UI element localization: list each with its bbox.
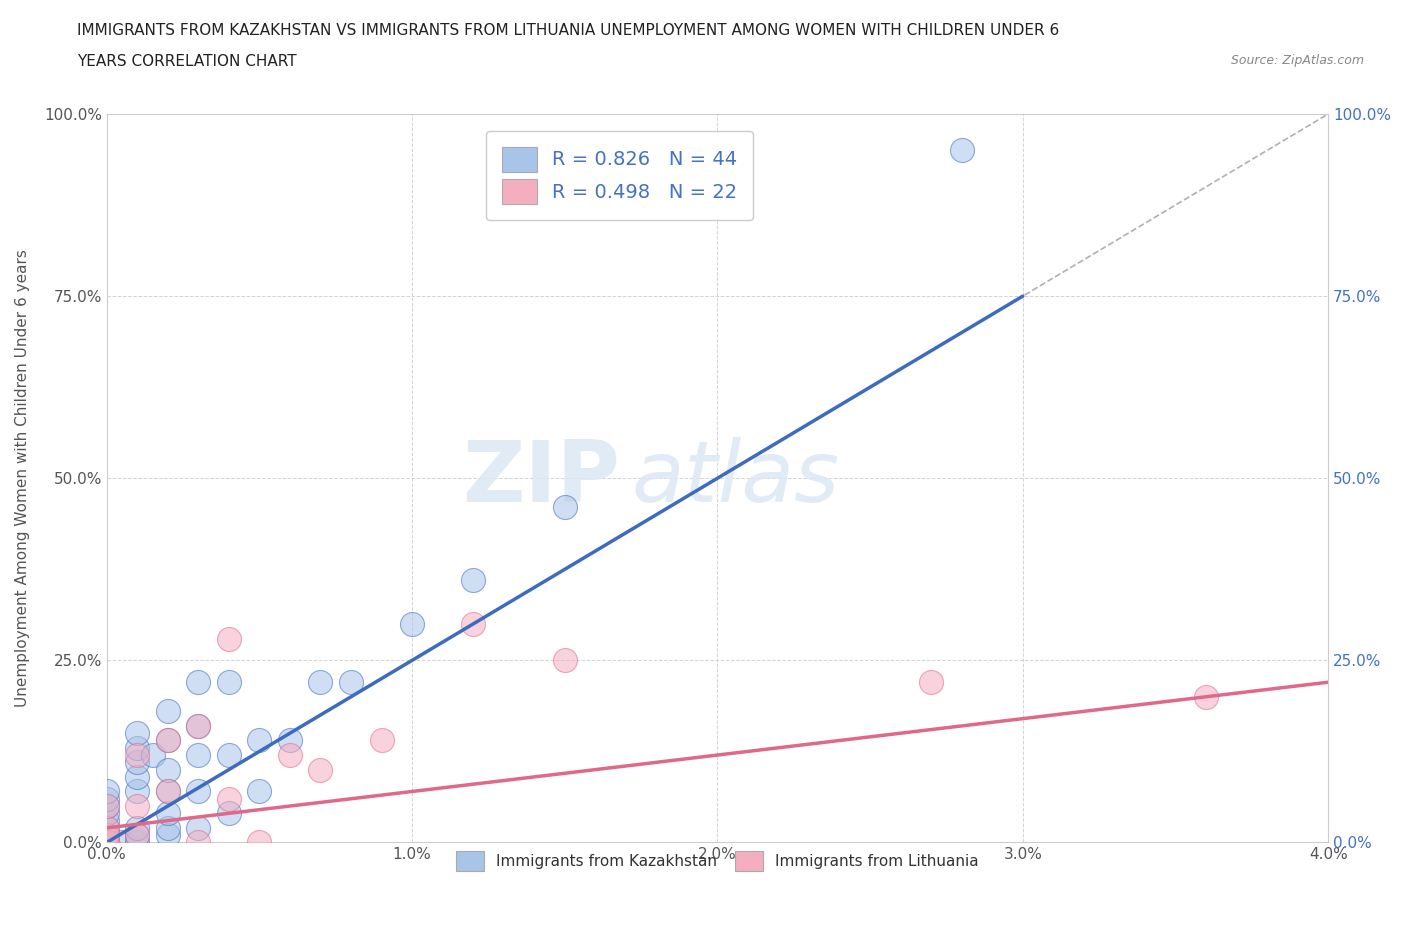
Text: IMMIGRANTS FROM KAZAKHSTAN VS IMMIGRANTS FROM LITHUANIA UNEMPLOYMENT AMONG WOMEN: IMMIGRANTS FROM KAZAKHSTAN VS IMMIGRANTS… (77, 23, 1060, 38)
Point (1195, 689, 1218, 704)
Point (950, 143, 973, 158)
Y-axis label: Unemployment Among Women with Children Under 6 years: Unemployment Among Women with Children U… (15, 249, 30, 707)
Point (127, 828, 149, 843)
Point (187, 719, 209, 734)
Point (127, 725, 149, 740)
Point (249, 784, 271, 799)
Point (218, 675, 240, 690)
Point (111, 835, 134, 850)
Point (554, 653, 576, 668)
Point (340, 675, 363, 690)
Point (156, 784, 179, 799)
Point (96, 835, 118, 850)
Point (127, 835, 149, 850)
Point (96, 820, 118, 835)
Point (218, 631, 240, 646)
Point (96, 835, 118, 850)
Point (156, 784, 179, 799)
Point (187, 820, 209, 835)
Point (309, 675, 332, 690)
Point (142, 748, 165, 763)
Point (156, 733, 179, 748)
Point (96, 806, 118, 821)
Point (127, 769, 149, 784)
Point (127, 828, 149, 843)
Point (920, 675, 942, 690)
Point (401, 617, 423, 631)
Point (96, 791, 118, 806)
Point (127, 799, 149, 814)
Point (218, 791, 240, 806)
Point (187, 784, 209, 799)
Point (96, 813, 118, 828)
Point (96, 784, 118, 799)
Point (187, 719, 209, 734)
Point (96, 835, 118, 850)
Point (96, 828, 118, 843)
Point (278, 733, 301, 748)
Point (127, 784, 149, 799)
Point (127, 748, 149, 763)
Point (96, 828, 118, 843)
Point (96, 835, 118, 850)
Point (96, 820, 118, 835)
Point (156, 704, 179, 719)
Text: Source: ZipAtlas.com: Source: ZipAtlas.com (1230, 54, 1364, 67)
Point (156, 828, 179, 843)
Point (127, 820, 149, 835)
Point (96, 799, 118, 814)
Text: atlas: atlas (631, 437, 839, 520)
Point (218, 806, 240, 821)
Point (156, 763, 179, 777)
Point (96, 835, 118, 850)
Point (309, 763, 332, 777)
Point (463, 573, 485, 588)
Point (156, 806, 179, 821)
Point (278, 748, 301, 763)
Point (463, 617, 485, 631)
Point (127, 740, 149, 755)
Point (156, 820, 179, 835)
Point (249, 835, 271, 850)
Point (187, 675, 209, 690)
Point (554, 500, 576, 515)
Text: ZIP: ZIP (463, 437, 620, 520)
Point (370, 733, 392, 748)
Text: YEARS CORRELATION CHART: YEARS CORRELATION CHART (77, 54, 297, 69)
Point (96, 799, 118, 814)
Point (187, 748, 209, 763)
Point (218, 748, 240, 763)
Point (187, 835, 209, 850)
Point (127, 755, 149, 770)
Point (249, 733, 271, 748)
Point (156, 733, 179, 748)
Legend: Immigrants from Kazakhstan, Immigrants from Lithuania: Immigrants from Kazakhstan, Immigrants f… (449, 844, 986, 879)
